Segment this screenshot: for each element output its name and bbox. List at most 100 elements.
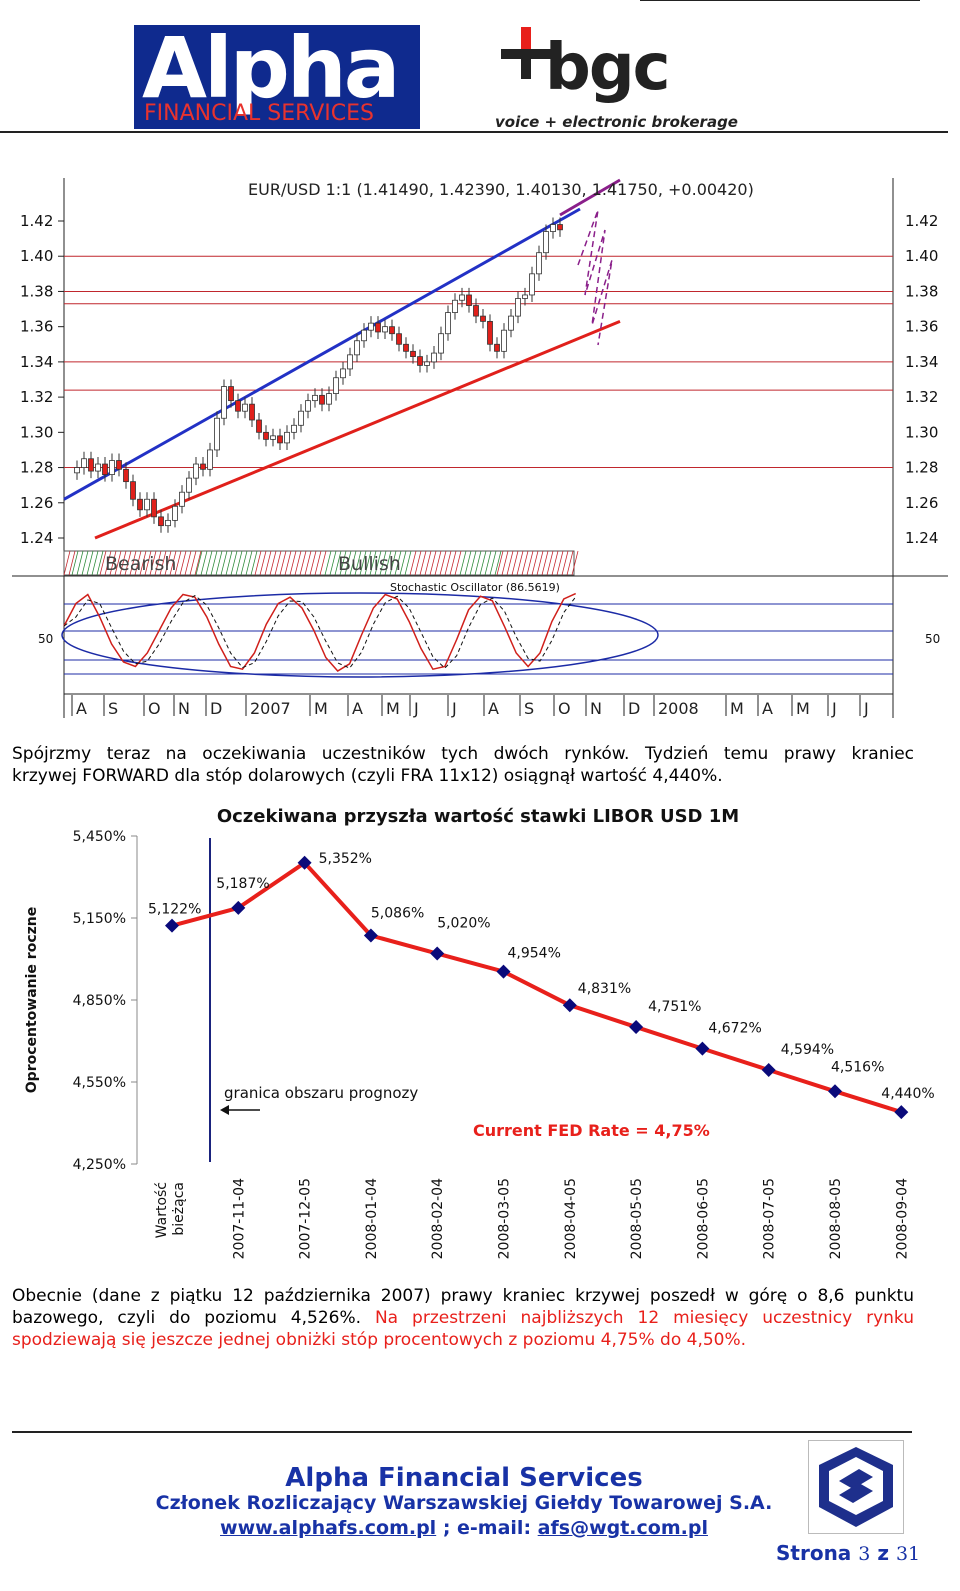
fx-osc-k-line xyxy=(63,592,577,672)
fx-band-hatch xyxy=(319,550,327,576)
fx-bearish-bullish-band xyxy=(63,550,579,576)
fx-candle-body xyxy=(151,498,157,518)
libor-data-label: 5,086% xyxy=(371,905,424,921)
fx-candle-body xyxy=(200,463,206,470)
fx-band-hatch xyxy=(119,550,127,576)
libor-y-tick-label: 4,850% xyxy=(73,993,126,1009)
fx-band-hatch xyxy=(250,550,258,576)
fx-band-hatch xyxy=(364,550,372,576)
header-top-rule xyxy=(640,0,920,1)
fx-candle-body xyxy=(284,431,290,444)
fx-band-hatch xyxy=(454,550,462,576)
fx-y-tick-label: 1.36 xyxy=(905,318,938,336)
fx-projection-zigzag xyxy=(577,209,613,346)
fx-band-hatch xyxy=(359,550,367,576)
fx-candle-body xyxy=(102,463,108,475)
fx-candle-body xyxy=(389,326,395,335)
fx-candle-body xyxy=(74,467,80,474)
fx-band-hatch xyxy=(349,550,357,576)
fx-band-hatch xyxy=(195,550,203,576)
fx-candle-body xyxy=(144,498,150,511)
fx-candle-body xyxy=(88,458,94,472)
fx-band-hatch xyxy=(354,550,362,576)
fx-band-hatch xyxy=(139,550,147,576)
libor-data-labels: 5,122% 5,187% 5,352% 5,086% 5,020% 4,954% 4,83… xyxy=(148,851,935,1102)
fx-chart-frame xyxy=(12,178,948,718)
fx-candle-body xyxy=(529,273,535,296)
libor-chart-title: Oczekiwana przyszła wartość stawki LIBOR… xyxy=(217,806,739,827)
fx-band-hatch xyxy=(294,550,302,576)
libor-data-label: 5,020% xyxy=(437,916,490,932)
fx-oscillator-label: Stochastic Oscillator (86.5619) xyxy=(390,581,560,594)
bgc-logo-word: bgc xyxy=(545,31,671,105)
fx-x-tick-label: S xyxy=(524,699,534,718)
footer-divider xyxy=(12,1431,912,1433)
libor-x-label: 2008-06-05 xyxy=(695,1178,711,1259)
fx-candle-body xyxy=(536,252,542,275)
fx-band-hatch xyxy=(96,550,104,576)
libor-marker xyxy=(894,1105,909,1120)
libor-x-label: 2008-02-04 xyxy=(430,1178,446,1259)
libor-y-tick-label: 5,150% xyxy=(73,911,126,927)
fx-candle-body xyxy=(172,505,178,521)
footer-email-link[interactable]: afs@wgt.com.pl xyxy=(537,1517,708,1539)
fx-bearish-label: Bearish xyxy=(105,553,176,575)
fx-band-hatch xyxy=(329,550,337,576)
fx-band-hatch xyxy=(541,550,549,576)
libor-data-label: 4,831% xyxy=(578,981,631,997)
libor-x-label: 2007-11-04 xyxy=(231,1178,247,1259)
fx-y-tick-label: 1.32 xyxy=(905,388,938,406)
bgc-cross-icon xyxy=(501,27,551,79)
libor-marker xyxy=(496,964,511,979)
intro-line-2: krzywej FORWARD dla stóp dolarowych (czy… xyxy=(12,766,723,786)
intro-paragraph: Spójrzmy teraz na oczekiwania uczestnikó… xyxy=(12,743,914,787)
libor-forecast-chart: Oczekiwana przyszła wartość stawki LIBOR… xyxy=(24,806,935,1259)
fx-band-hatch xyxy=(240,550,248,576)
libor-marker xyxy=(297,855,312,870)
fx-band-hatch xyxy=(289,550,297,576)
fx-band-hatch xyxy=(424,550,432,576)
fx-band-hatch xyxy=(521,550,529,576)
fx-x-tick-label: S xyxy=(108,699,118,718)
fx-candle-body xyxy=(221,386,227,419)
fx-band-hatch xyxy=(99,550,107,576)
fx-candle-body xyxy=(179,491,185,507)
fx-candle-body xyxy=(319,394,325,405)
fx-band-hatch xyxy=(389,550,397,576)
fx-band-hatch xyxy=(235,550,243,576)
fx-band-hatch xyxy=(129,550,137,576)
fx-band-hatch xyxy=(516,550,524,576)
fx-candle-body xyxy=(228,386,234,402)
fx-y-tick-label: 1.36 xyxy=(20,318,53,336)
fx-band-hatch xyxy=(494,550,502,576)
fx-candle-body xyxy=(165,519,171,527)
libor-data-label: 5,187% xyxy=(216,876,269,892)
fx-band-hatch xyxy=(399,550,407,576)
fx-band-hatch xyxy=(169,550,177,576)
libor-x-label: 2008-03-05 xyxy=(497,1178,513,1259)
libor-y-tick-label: 4,250% xyxy=(73,1157,126,1173)
fx-x-tick-label: J xyxy=(863,699,869,718)
fx-y-tick-label: 1.26 xyxy=(905,494,938,512)
fx-band-hatch xyxy=(215,550,223,576)
fx-candle-body xyxy=(326,393,332,405)
fx-band-hatch xyxy=(299,550,307,576)
fx-band-hatch xyxy=(489,550,497,576)
fx-stochastic-oscillator xyxy=(61,592,893,678)
fx-candle-body xyxy=(235,400,241,412)
fx-band-hatch xyxy=(189,550,197,576)
fx-band-hatch xyxy=(429,550,437,576)
libor-x-labels: Wartość bieżąca 2007-11-04 2007-12-05 2008-0… xyxy=(154,1178,910,1259)
fx-band-hatch xyxy=(566,550,574,576)
fx-x-tick-label: J xyxy=(413,699,419,718)
fx-candle-body xyxy=(207,449,213,470)
fx-candle-body xyxy=(487,320,493,345)
fx-candle-body xyxy=(396,333,402,345)
fx-band-hatch xyxy=(304,550,312,576)
footer-website-link[interactable]: www.alphafs.com.pl xyxy=(220,1517,437,1539)
fx-x-tick-label: M xyxy=(314,699,328,718)
fx-band-hatch xyxy=(474,550,482,576)
libor-y-tick-label: 5,450% xyxy=(73,829,126,845)
fx-candle-body xyxy=(263,431,269,440)
fx-band-hatch xyxy=(556,550,564,576)
